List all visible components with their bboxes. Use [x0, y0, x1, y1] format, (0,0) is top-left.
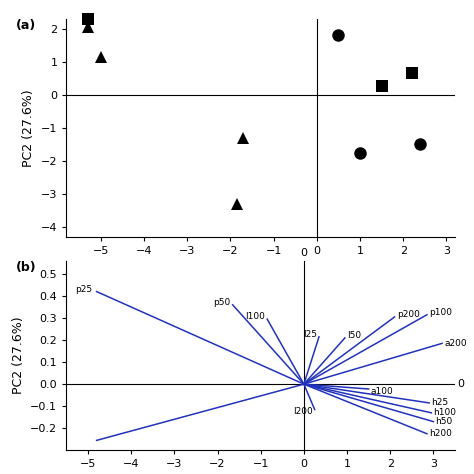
Text: h200: h200	[429, 429, 452, 438]
Y-axis label: PC2 (27.6%): PC2 (27.6%)	[22, 89, 35, 167]
Y-axis label: PC2 (27.6%): PC2 (27.6%)	[12, 317, 25, 394]
Text: l100: l100	[245, 312, 265, 321]
Text: h25: h25	[431, 399, 448, 407]
Text: (a): (a)	[16, 19, 36, 32]
Text: p50: p50	[213, 298, 230, 307]
Text: h50: h50	[436, 417, 453, 426]
Text: p200: p200	[397, 310, 419, 319]
Text: p25: p25	[75, 285, 92, 294]
Text: l50: l50	[347, 331, 361, 340]
Text: p100: p100	[429, 308, 452, 317]
Text: a100: a100	[371, 387, 393, 396]
Text: a200: a200	[444, 339, 467, 348]
Text: 0: 0	[457, 379, 465, 389]
Text: h100: h100	[433, 408, 456, 417]
Text: l200: l200	[293, 407, 312, 416]
Text: l25: l25	[303, 330, 317, 339]
Text: 0: 0	[301, 248, 307, 258]
X-axis label: PC1 (34.9%): PC1 (34.9%)	[213, 262, 309, 275]
Text: (b): (b)	[16, 261, 36, 273]
